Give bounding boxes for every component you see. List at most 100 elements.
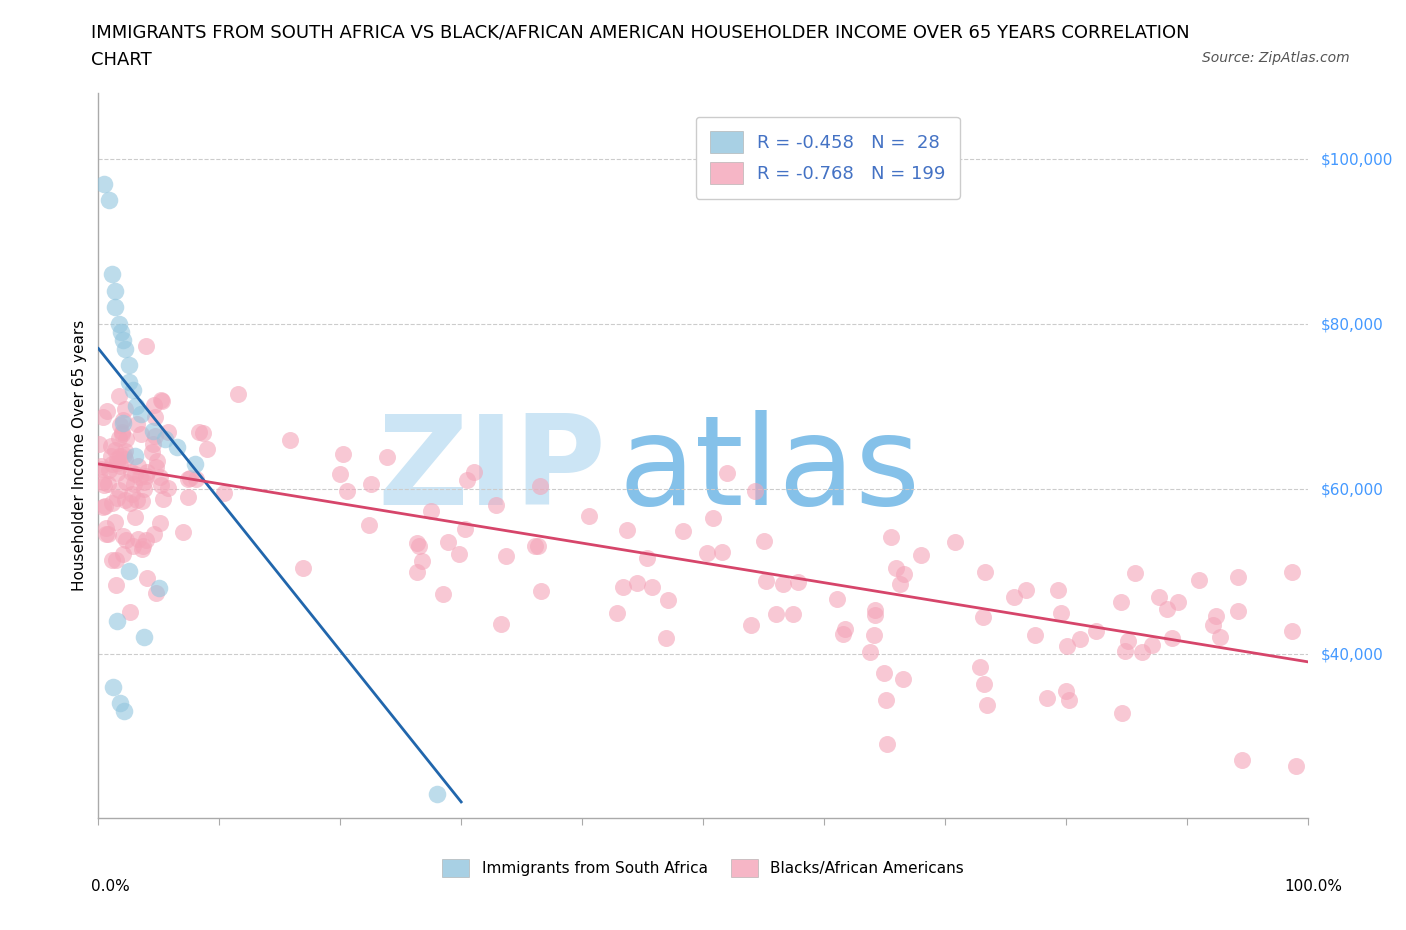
Point bbox=[655, 631, 678, 645]
Point bbox=[875, 693, 897, 708]
Point bbox=[132, 538, 155, 553]
Point bbox=[131, 493, 153, 508]
Point bbox=[105, 552, 128, 567]
Point bbox=[710, 545, 733, 560]
Y-axis label: Householder Income Over 65 years: Householder Income Over 65 years bbox=[72, 320, 87, 591]
Point bbox=[112, 704, 135, 719]
Point bbox=[578, 509, 600, 524]
Point bbox=[141, 445, 163, 459]
Point bbox=[357, 517, 380, 532]
Point bbox=[135, 469, 157, 484]
Point bbox=[122, 382, 145, 397]
Point bbox=[149, 393, 172, 408]
Point bbox=[530, 583, 553, 598]
Point bbox=[1156, 602, 1178, 617]
Point bbox=[702, 511, 724, 525]
Point bbox=[135, 339, 157, 353]
Point bbox=[107, 430, 129, 445]
Point bbox=[91, 499, 114, 514]
Point bbox=[976, 698, 998, 712]
Point bbox=[166, 440, 188, 455]
Point bbox=[108, 696, 131, 711]
Point bbox=[156, 424, 179, 439]
Point bbox=[865, 602, 887, 617]
Point bbox=[149, 515, 172, 530]
Point bbox=[969, 659, 991, 674]
Point bbox=[145, 429, 167, 444]
Point bbox=[114, 432, 136, 447]
Point bbox=[1281, 565, 1303, 579]
Point bbox=[111, 416, 134, 431]
Point bbox=[453, 522, 475, 537]
Point bbox=[146, 454, 169, 469]
Point bbox=[142, 423, 165, 438]
Point bbox=[437, 535, 460, 550]
Point bbox=[120, 496, 142, 511]
Point bbox=[100, 438, 122, 453]
Point bbox=[112, 447, 135, 462]
Point bbox=[657, 592, 679, 607]
Point bbox=[121, 486, 143, 501]
Point bbox=[104, 515, 127, 530]
Point bbox=[127, 458, 149, 473]
Point bbox=[142, 526, 165, 541]
Point bbox=[375, 449, 398, 464]
Point bbox=[143, 410, 166, 425]
Point bbox=[114, 452, 136, 467]
Point bbox=[1160, 631, 1182, 645]
Point bbox=[641, 579, 664, 594]
Point bbox=[212, 486, 235, 501]
Point bbox=[97, 476, 120, 491]
Point bbox=[107, 389, 129, 404]
Text: 0.0%: 0.0% bbox=[91, 879, 131, 894]
Text: IMMIGRANTS FROM SOUTH AFRICA VS BLACK/AFRICAN AMERICAN HOUSEHOLDER INCOME OVER 6: IMMIGRANTS FROM SOUTH AFRICA VS BLACK/AF… bbox=[91, 23, 1189, 41]
Point bbox=[191, 426, 214, 441]
Point bbox=[188, 424, 211, 439]
Point bbox=[93, 177, 115, 192]
Point bbox=[972, 609, 994, 624]
Point bbox=[329, 467, 352, 482]
Legend: Immigrants from South Africa, Blacks/African Americans: Immigrants from South Africa, Blacks/Afr… bbox=[436, 853, 970, 884]
Point bbox=[111, 424, 134, 439]
Point bbox=[782, 606, 804, 621]
Point bbox=[973, 677, 995, 692]
Point bbox=[91, 410, 114, 425]
Point bbox=[101, 679, 124, 694]
Point bbox=[893, 566, 915, 581]
Point bbox=[1056, 638, 1078, 653]
Point bbox=[148, 580, 170, 595]
Point bbox=[125, 417, 148, 432]
Point bbox=[825, 591, 848, 606]
Point bbox=[755, 574, 778, 589]
Point bbox=[134, 630, 156, 644]
Point bbox=[108, 316, 131, 331]
Point bbox=[104, 284, 127, 299]
Point bbox=[195, 442, 218, 457]
Point bbox=[135, 533, 157, 548]
Point bbox=[1202, 618, 1225, 632]
Point bbox=[110, 325, 132, 339]
Point bbox=[1209, 630, 1232, 644]
Point bbox=[111, 413, 134, 428]
Point bbox=[105, 466, 128, 481]
Point bbox=[108, 418, 131, 432]
Point bbox=[1111, 706, 1133, 721]
Point bbox=[832, 627, 855, 642]
Point bbox=[1140, 638, 1163, 653]
Point bbox=[179, 471, 201, 485]
Point bbox=[129, 427, 152, 442]
Text: 100.0%: 100.0% bbox=[1285, 879, 1343, 894]
Point bbox=[752, 534, 775, 549]
Point bbox=[153, 432, 176, 446]
Point bbox=[97, 526, 120, 541]
Point bbox=[124, 510, 146, 525]
Point bbox=[463, 465, 485, 480]
Point bbox=[910, 548, 932, 563]
Point bbox=[120, 464, 142, 479]
Point bbox=[142, 436, 165, 451]
Point bbox=[97, 462, 120, 477]
Point bbox=[336, 484, 359, 498]
Point bbox=[111, 427, 134, 442]
Point bbox=[1049, 605, 1071, 620]
Point bbox=[974, 565, 997, 579]
